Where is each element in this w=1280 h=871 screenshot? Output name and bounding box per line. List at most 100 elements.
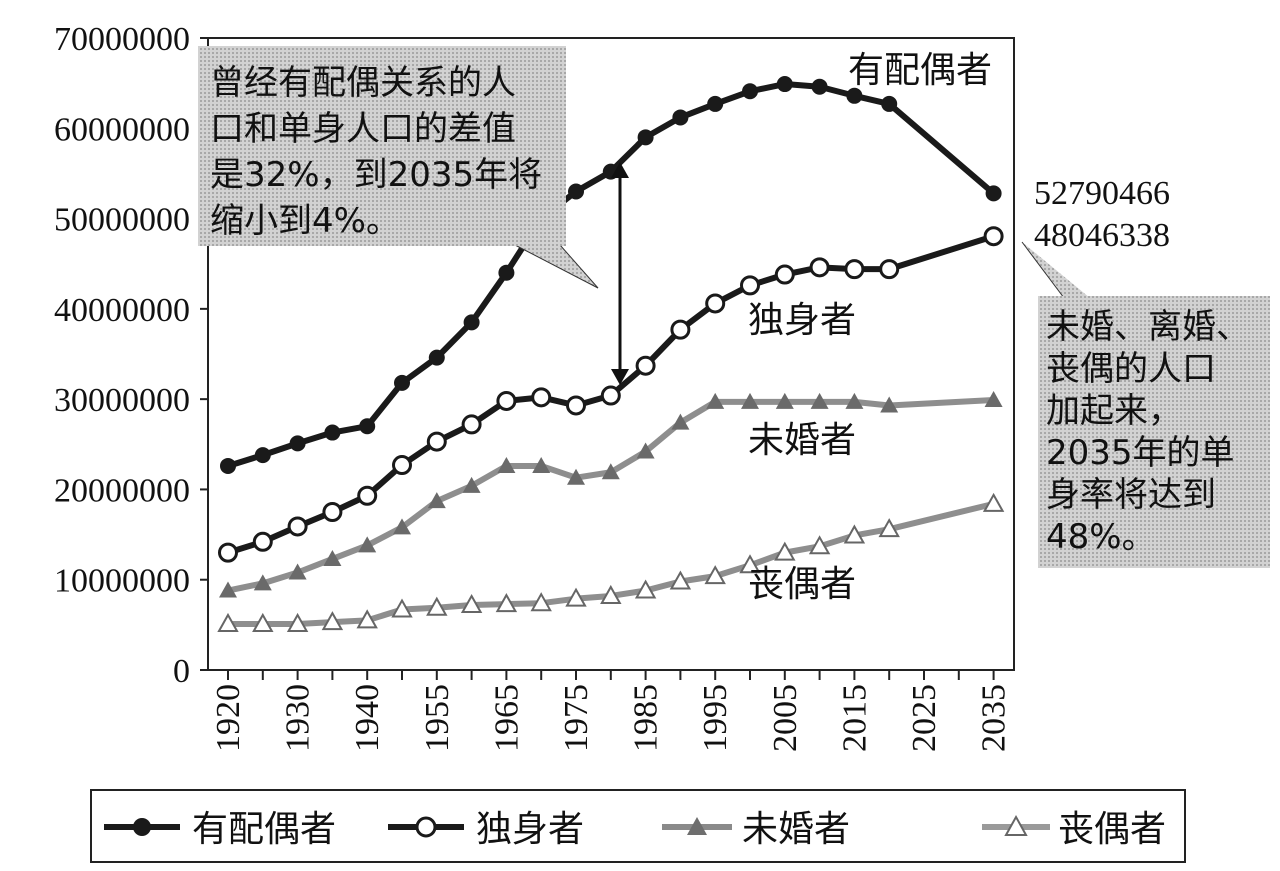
data-point xyxy=(287,516,308,537)
x-tick-label: 1940 xyxy=(349,684,386,752)
svg-text:曾经有配偶关系的人: 曾经有配偶关系的人 xyxy=(210,63,516,103)
y-tick-label: 50000000 xyxy=(54,202,190,239)
data-point xyxy=(531,387,552,408)
data-point xyxy=(600,385,621,406)
data-point xyxy=(984,391,1003,408)
data-point xyxy=(323,549,342,566)
legend-marker-open-triangle xyxy=(1004,814,1028,836)
x-axis: 1920 1930 1940 1955 1965 1975 1985 1995 2005 2015… xyxy=(210,670,1013,752)
legend-item-single: 独身者 xyxy=(388,809,584,850)
data-point xyxy=(774,541,796,561)
data-point xyxy=(288,563,307,580)
y-tick-label: 60000000 xyxy=(54,111,190,148)
data-point xyxy=(985,185,1002,202)
svg-text:是32%，到2035年将: 是32%，到2035年将 xyxy=(210,155,542,195)
gap-annotation-box xyxy=(198,46,566,246)
line-label-single: 独身者 xyxy=(748,300,856,341)
single-note-line-6: 48%。 xyxy=(1046,517,1156,557)
data-point xyxy=(741,392,759,409)
single-annotation: 未婚、离婚、 丧偶的人口 加起来， 2035年的单 身率将达到 48%。 xyxy=(1021,241,1270,568)
x-tick-label: 2025 xyxy=(906,684,943,752)
svg-text:身率将达到: 身率将达到 xyxy=(1046,475,1216,515)
data-point xyxy=(391,598,413,618)
data-point xyxy=(845,392,864,409)
data-point xyxy=(254,447,271,464)
data-point xyxy=(426,596,448,616)
x-tick-label: 2005 xyxy=(767,684,804,752)
single-callout-pointer xyxy=(1022,242,1090,298)
end-label-single: 48046338 xyxy=(1034,217,1170,254)
single-annotation-box xyxy=(1038,296,1270,568)
gap-arrow xyxy=(611,162,629,385)
data-point xyxy=(286,612,309,632)
data-point xyxy=(846,87,863,104)
data-point xyxy=(219,581,237,598)
data-point xyxy=(844,259,865,280)
data-point xyxy=(253,574,272,591)
data-point xyxy=(322,502,343,522)
y-tick-label: 30000000 xyxy=(54,382,190,419)
single-note-line-5: 身率将达到 xyxy=(1046,475,1216,515)
data-point xyxy=(356,609,378,629)
line-label-widowed: 丧偶者 xyxy=(748,564,856,605)
y-tick-label: 70000000 xyxy=(54,21,190,58)
gap-note-line-4: 缩小到4%。 xyxy=(210,201,400,241)
data-point xyxy=(669,570,692,590)
svg-text:缩小到4%。: 缩小到4%。 xyxy=(210,201,400,241)
y-axis: 0 10000000 20000000 30000000 40000000 5000000… xyxy=(54,21,208,690)
single-note-line-3: 加起来， xyxy=(1046,391,1182,431)
data-point xyxy=(982,492,1005,512)
legend-label-never-married: 未婚者 xyxy=(742,809,850,850)
data-point xyxy=(496,390,517,411)
x-tick-label: 1995 xyxy=(697,684,734,752)
x-tick-label: 2015 xyxy=(836,684,873,752)
legend-item-widowed: 丧偶者 xyxy=(982,809,1166,850)
legend-item-married: 有配偶者 xyxy=(104,809,336,850)
data-point xyxy=(878,518,900,538)
data-point xyxy=(460,593,483,613)
gap-note-line-1: 曾经有配偶关系的人 xyxy=(210,63,516,103)
svg-text:口和单身人口的差值: 口和单身人口的差值 xyxy=(210,109,516,149)
data-point xyxy=(809,257,830,278)
single-note-line-1: 未婚、离婚、 xyxy=(1046,307,1250,347)
data-point xyxy=(843,524,866,544)
data-point xyxy=(776,76,793,93)
data-point xyxy=(498,264,515,281)
data-point xyxy=(568,183,584,200)
data-point xyxy=(881,95,898,112)
svg-text:丧偶的人口: 丧偶的人口 xyxy=(1046,349,1216,389)
data-point xyxy=(880,396,899,413)
data-point xyxy=(740,275,760,296)
data-point xyxy=(670,319,691,340)
legend-label-married: 有配偶者 xyxy=(192,809,336,850)
line-label-married: 有配偶者 xyxy=(848,50,992,91)
svg-text:未婚、离婚、: 未婚、离婚、 xyxy=(1046,307,1250,347)
x-tick-label: 1975 xyxy=(558,684,595,752)
legend-item-never-married: 未婚者 xyxy=(662,809,850,850)
y-tick-label: 0 xyxy=(173,653,190,690)
legend-marker-filled-circle xyxy=(133,818,151,836)
data-point xyxy=(601,463,620,480)
single-note-line-2: 丧偶的人口 xyxy=(1046,349,1216,389)
data-point xyxy=(739,554,761,574)
x-tick-label: 1920 xyxy=(210,684,247,752)
svg-text:2035年的单: 2035年的单 xyxy=(1046,433,1235,473)
data-point xyxy=(705,293,726,314)
data-point xyxy=(426,431,447,452)
data-point xyxy=(321,611,344,631)
data-point xyxy=(565,587,587,607)
legend-marker-open-circle xyxy=(415,816,437,838)
series-2 xyxy=(219,391,1003,598)
legend: 有配偶者 独身者 未婚者 丧偶者 xyxy=(90,789,1186,863)
data-point xyxy=(706,392,725,409)
legend-marker-filled-triangle xyxy=(687,817,707,835)
x-tick-label: 1930 xyxy=(280,684,317,752)
data-point xyxy=(252,612,274,632)
data-point xyxy=(252,531,273,552)
data-point xyxy=(811,78,828,95)
data-point xyxy=(463,314,480,331)
line-label-never-married: 未婚者 xyxy=(748,420,856,461)
data-point xyxy=(635,355,656,376)
data-point xyxy=(775,392,794,409)
